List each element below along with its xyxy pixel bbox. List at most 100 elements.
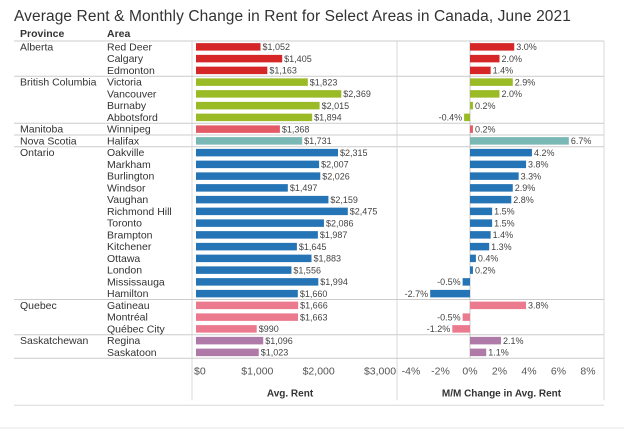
change-bar (470, 242, 490, 251)
change-data-label: 1.4% (493, 230, 514, 240)
rent-bar (196, 207, 348, 216)
province-label: Ontario (20, 147, 55, 159)
rent-data-label: $2,159 (330, 195, 358, 205)
change-bar (470, 348, 487, 357)
area-label: Ottawa (107, 253, 140, 265)
change-data-label: 2.9% (515, 183, 536, 193)
change-data-label: 2.8% (513, 195, 534, 205)
rent-data-label: $1,731 (304, 136, 332, 146)
rent-bar (196, 101, 320, 110)
area-label: Winnipeg (107, 124, 151, 136)
rent-bar (196, 172, 321, 180)
rent-axis-title: Avg. Rent (267, 388, 314, 399)
change-bar (470, 101, 473, 110)
area-label: Edmonton (107, 65, 155, 77)
change-bar (470, 160, 527, 169)
rent-bar (196, 43, 261, 51)
rent-bar (196, 301, 299, 310)
change-bar (470, 148, 532, 157)
rent-data-label: $1,894 (314, 113, 342, 123)
area-label: Windsor (107, 182, 146, 194)
province-label: Alberta (20, 41, 53, 53)
rent-tick-label: $1,000 (241, 365, 273, 377)
rent-bar (196, 325, 257, 333)
change-data-label: -0.5% (437, 312, 461, 322)
change-data-label: 2.1% (503, 336, 524, 346)
change-data-label: 0.2% (475, 101, 496, 111)
rent-bar (196, 242, 297, 251)
area-label: Regina (107, 335, 140, 347)
change-bar (470, 43, 515, 51)
change-bar (462, 278, 470, 286)
rent-data-label: $1,994 (320, 277, 348, 287)
area-header: Area (107, 28, 131, 40)
province-header: Province (20, 28, 65, 40)
rent-bar (196, 266, 292, 274)
area-label: Kitchener (107, 241, 152, 253)
area-label: Halifax (107, 135, 140, 147)
province-label: Quebec (20, 300, 57, 312)
province-label: British Columbia (20, 77, 97, 89)
rent-bar (196, 348, 259, 357)
change-data-label: 2.9% (515, 77, 536, 87)
area-label: Québec City (107, 323, 166, 335)
area-label: Burlington (107, 171, 154, 183)
rent-data-label: $1,987 (320, 230, 348, 240)
area-label: Markham (107, 159, 151, 171)
area-label: Burnaby (107, 100, 147, 112)
change-data-label: -2.7% (405, 289, 429, 299)
change-data-label: 1.5% (494, 207, 515, 217)
change-data-label: 1.4% (493, 66, 514, 76)
area-label: Hamilton (107, 288, 149, 300)
rent-bar (196, 113, 313, 122)
rent-data-label: $1,883 (313, 254, 341, 264)
change-bar (470, 219, 493, 227)
change-bar (470, 54, 500, 63)
rent-data-label: $2,369 (343, 89, 371, 99)
change-data-label: 1.3% (491, 242, 512, 252)
rent-data-label: $1,663 (300, 312, 328, 322)
change-bar (470, 336, 501, 345)
rent-bar (196, 125, 280, 133)
change-data-label: 0.4% (478, 254, 499, 264)
rent-data-label: $1,660 (300, 289, 328, 299)
rent-data-label: $1,163 (269, 66, 297, 76)
rent-bar (196, 289, 298, 298)
change-bar (464, 113, 470, 122)
change-tick-label: 4% (521, 365, 536, 377)
change-data-label: 2.0% (502, 89, 523, 99)
rent-data-label: $1,405 (284, 54, 312, 64)
change-bar (470, 207, 493, 216)
change-bar (470, 266, 473, 274)
change-data-label: 3.0% (516, 42, 537, 52)
area-label: Vancouver (107, 88, 157, 100)
rent-data-label: $2,007 (321, 160, 349, 170)
change-data-label: 3.3% (521, 171, 542, 181)
rent-tick-label: $0 (194, 365, 206, 377)
change-tick-label: 2% (492, 365, 507, 377)
change-bar (470, 90, 500, 98)
province-label: Saskatchewan (20, 335, 88, 347)
rent-bar (196, 231, 318, 239)
rent-bar (196, 54, 283, 63)
area-label: Montréal (107, 312, 148, 324)
change-data-label: 1.5% (494, 218, 515, 228)
change-tick-label: 0% (462, 365, 477, 377)
change-data-label: 1.1% (488, 348, 509, 358)
change-tick-label: 6% (551, 365, 566, 377)
chart-title: Average Rent & Monthly Change in Rent fo… (14, 8, 571, 25)
area-label: Mississauga (107, 276, 165, 288)
rent-bar (196, 195, 329, 204)
rent-bar (196, 90, 342, 98)
area-label: Calgary (107, 53, 144, 65)
change-bar (452, 325, 470, 333)
change-bar (470, 195, 512, 204)
rent-bar (196, 336, 264, 345)
rent-bar (196, 219, 324, 227)
rent-bar (196, 313, 298, 321)
rent-data-label: $2,315 (340, 148, 368, 158)
rent-bar (196, 184, 288, 192)
rent-data-label: $1,497 (290, 183, 318, 193)
change-bar (470, 172, 519, 180)
change-data-label: 3.8% (528, 160, 549, 170)
